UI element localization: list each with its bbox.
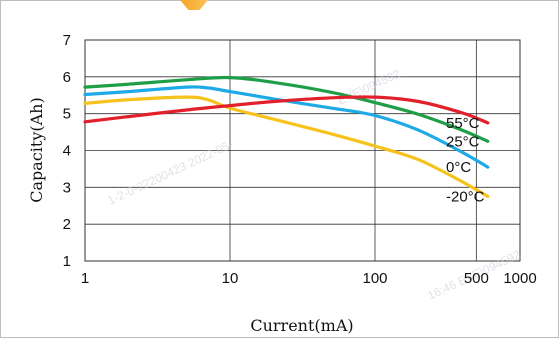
y-tick-label: 2 — [63, 216, 71, 233]
x-tick-label: 100 — [362, 270, 387, 287]
y-tick-label: 4 — [63, 143, 71, 160]
watermark-text: 1-2-0-22200423 2022-05- — [105, 137, 235, 207]
y-tick-label: 1 — [63, 253, 71, 270]
x-axis-label: Current(mA) — [250, 316, 353, 335]
x-tick-label: 500 — [464, 270, 489, 287]
series-line-25c — [83, 75, 490, 143]
y-tick-label: 7 — [63, 32, 71, 49]
legend: 55°C25°C 0°C -20°C — [446, 115, 485, 206]
legend-label: 25°C — [446, 133, 480, 150]
y-tick-label: 5 — [63, 106, 71, 123]
accent-mark — [180, 0, 208, 10]
y-axis-label: Capacity(Ah) — [27, 97, 46, 202]
series-line-55c — [83, 95, 490, 125]
x-tick-label: 10 — [222, 270, 239, 287]
y-tick-label: 6 — [63, 69, 71, 86]
series-line--20c — [83, 95, 490, 199]
x-tick-label: 1 — [81, 270, 89, 287]
grid — [84, 39, 521, 262]
x-tick-label: 1000 — [503, 270, 536, 287]
legend-label: -20°C — [446, 189, 485, 206]
series-line-0c — [83, 85, 490, 169]
y-tick-label: 3 — [63, 179, 71, 196]
legend-label: 0°C — [446, 159, 471, 176]
tick-labels: 1 2 3 4 5 6 7 1 10 100 500 1000 — [63, 32, 537, 287]
legend-label: 55°C — [446, 115, 480, 132]
series-lines — [83, 75, 490, 199]
